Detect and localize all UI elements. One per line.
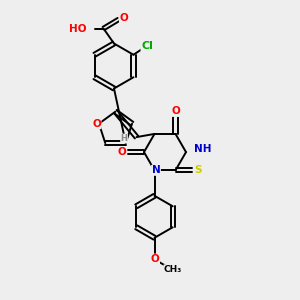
- Text: O: O: [119, 13, 128, 23]
- Text: HO: HO: [70, 23, 87, 34]
- Text: NH: NH: [194, 144, 212, 154]
- Text: S: S: [194, 165, 202, 175]
- Text: O: O: [92, 118, 101, 129]
- Text: CH₃: CH₃: [164, 265, 182, 274]
- Text: H: H: [121, 134, 128, 143]
- Text: O: O: [117, 147, 126, 157]
- Text: O: O: [151, 254, 160, 264]
- Text: O: O: [171, 106, 180, 116]
- Text: Cl: Cl: [141, 41, 153, 51]
- Text: N: N: [152, 165, 160, 175]
